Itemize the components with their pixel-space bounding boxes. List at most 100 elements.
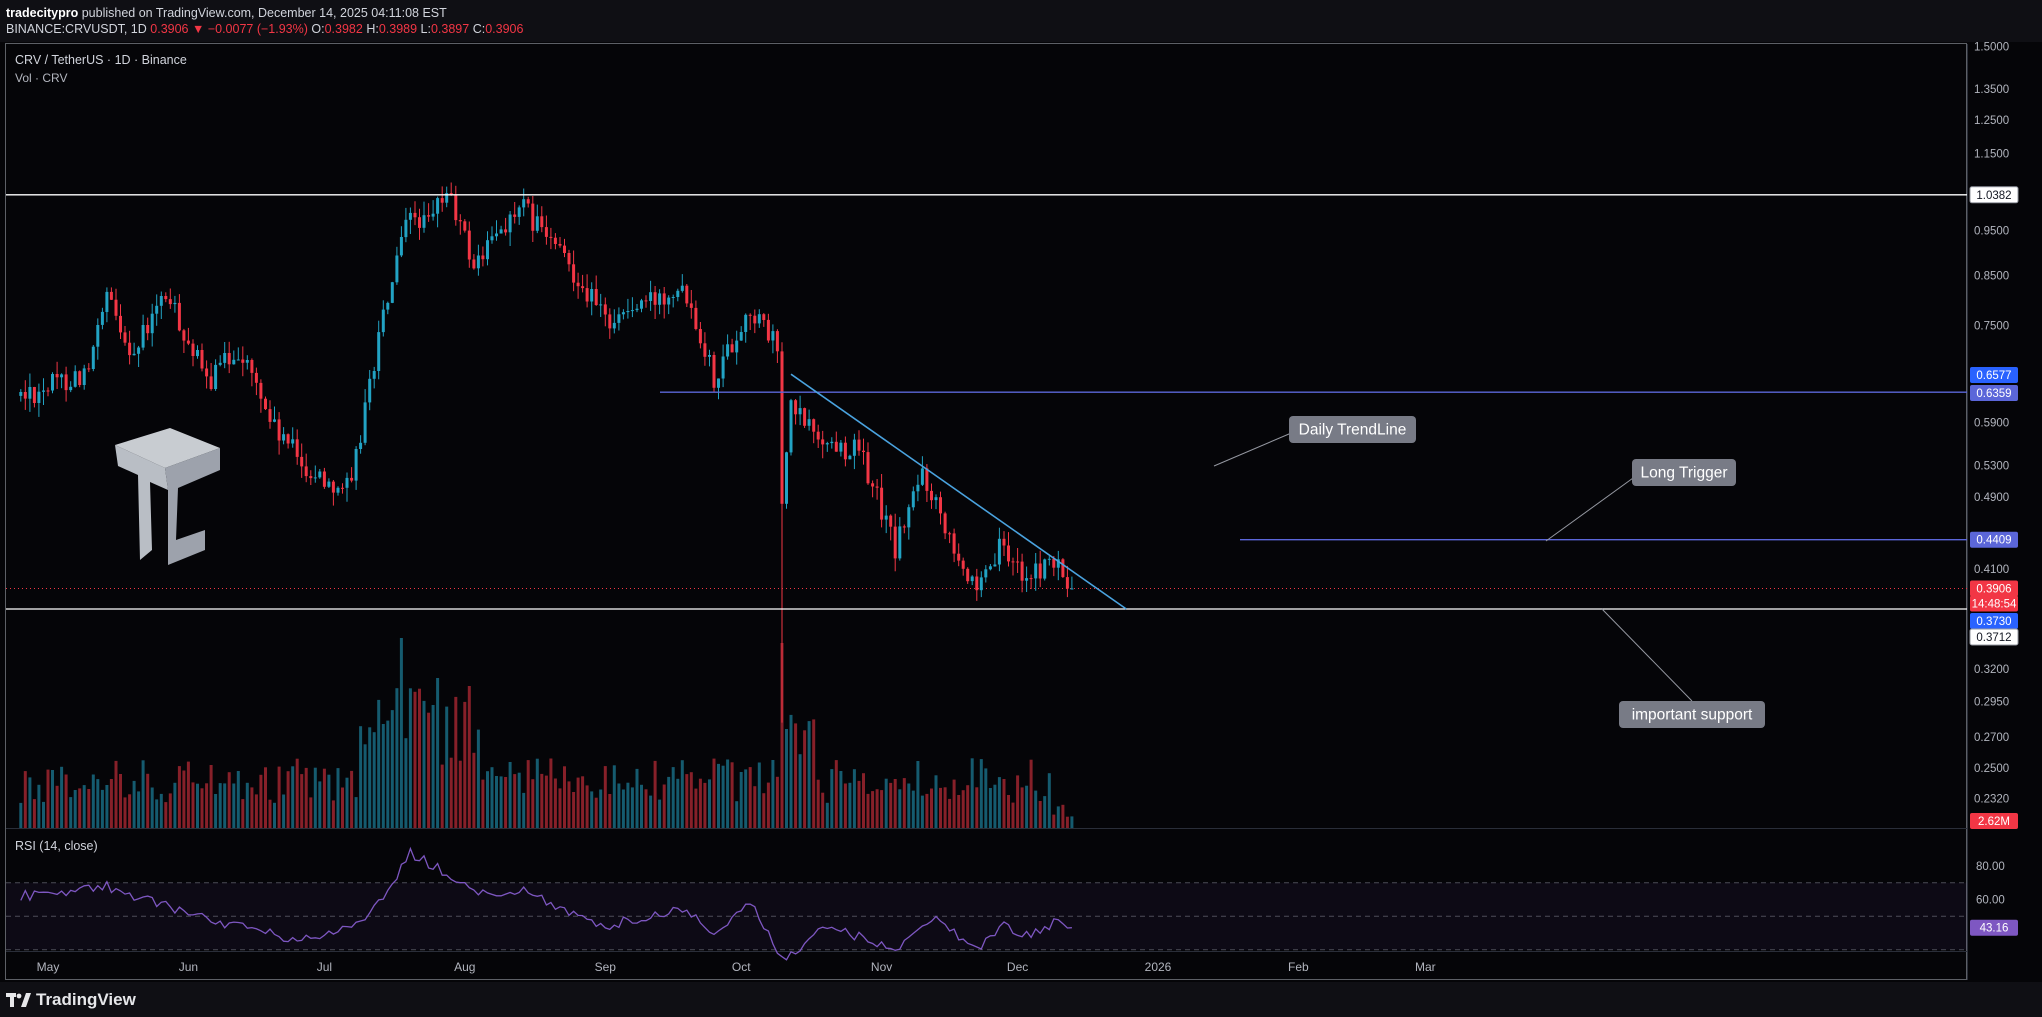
- candle[interactable]: [535, 204, 539, 234]
- candle[interactable]: [250, 358, 254, 387]
- candle[interactable]: [114, 288, 118, 321]
- candle[interactable]: [109, 287, 113, 300]
- candle[interactable]: [608, 308, 612, 339]
- candle[interactable]: [567, 249, 571, 272]
- candle[interactable]: [286, 433, 290, 449]
- candle[interactable]: [1016, 548, 1020, 573]
- candle[interactable]: [667, 295, 671, 315]
- candle[interactable]: [726, 334, 730, 360]
- candle[interactable]: [522, 188, 526, 217]
- candle[interactable]: [785, 451, 788, 509]
- candle[interactable]: [1056, 550, 1060, 581]
- candle[interactable]: [196, 345, 199, 359]
- annotation-daily-trendline[interactable]: Daily TrendLine: [1289, 416, 1416, 443]
- candle[interactable]: [680, 274, 684, 293]
- candle[interactable]: [513, 202, 517, 224]
- candle[interactable]: [739, 326, 743, 341]
- candle[interactable]: [862, 438, 865, 465]
- candle[interactable]: [572, 250, 576, 292]
- pair-legend[interactable]: CRV / TetherUS · 1D · Binance: [15, 53, 187, 67]
- candle[interactable]: [318, 469, 322, 479]
- candle[interactable]: [200, 343, 204, 372]
- candle[interactable]: [186, 327, 190, 346]
- candle[interactable]: [617, 307, 621, 331]
- candle[interactable]: [173, 295, 177, 313]
- candle[interactable]: [988, 564, 992, 571]
- candle[interactable]: [880, 474, 884, 528]
- candle[interactable]: [984, 565, 988, 583]
- candle[interactable]: [766, 313, 770, 343]
- candle[interactable]: [735, 330, 739, 365]
- tradingview-brand[interactable]: TradingView: [6, 990, 136, 1010]
- candle[interactable]: [907, 504, 911, 540]
- price-chart[interactable]: 1.5000 1.3500 1.2500 1.1500 0.9500 0.8500 0.75…: [0, 0, 2042, 982]
- rsi-pane[interactable]: [6, 846, 1967, 961]
- candle[interactable]: [300, 443, 304, 478]
- candle[interactable]: [798, 395, 802, 426]
- candle[interactable]: [830, 437, 834, 449]
- candle[interactable]: [418, 208, 421, 240]
- candle[interactable]: [73, 365, 77, 388]
- candle[interactable]: [91, 345, 95, 372]
- candle[interactable]: [259, 379, 263, 413]
- candle[interactable]: [789, 398, 793, 456]
- candle[interactable]: [304, 453, 308, 483]
- candle[interactable]: [689, 290, 693, 319]
- candle[interactable]: [708, 349, 711, 367]
- daily-trendline[interactable]: [790, 373, 1127, 610]
- candle[interactable]: [291, 427, 295, 448]
- candle[interactable]: [445, 186, 449, 208]
- candle[interactable]: [816, 424, 820, 448]
- candle[interactable]: [322, 467, 326, 489]
- candle[interactable]: [576, 272, 580, 299]
- candle[interactable]: [341, 483, 344, 494]
- candle[interactable]: [463, 219, 467, 233]
- candle[interactable]: [658, 289, 662, 315]
- candle[interactable]: [852, 433, 856, 470]
- candle[interactable]: [408, 207, 412, 235]
- candle[interactable]: [871, 480, 875, 498]
- candle[interactable]: [123, 326, 127, 346]
- candle[interactable]: [753, 309, 757, 334]
- candle[interactable]: [313, 465, 317, 483]
- candle[interactable]: [481, 246, 485, 267]
- candle[interactable]: [794, 399, 798, 425]
- candle[interactable]: [168, 288, 172, 309]
- candle[interactable]: [486, 231, 489, 266]
- candle[interactable]: [898, 517, 902, 561]
- candle[interactable]: [553, 233, 557, 250]
- candle[interactable]: [137, 345, 141, 367]
- candle[interactable]: [458, 214, 462, 235]
- candle[interactable]: [911, 486, 915, 511]
- candle[interactable]: [472, 254, 476, 270]
- candle[interactable]: [191, 339, 195, 367]
- candle[interactable]: [399, 226, 403, 258]
- candle[interactable]: [141, 314, 145, 351]
- candle[interactable]: [1025, 566, 1029, 593]
- candle[interactable]: [1047, 556, 1051, 566]
- candle[interactable]: [64, 366, 68, 402]
- candle[interactable]: [159, 291, 163, 320]
- candle[interactable]: [549, 227, 553, 250]
- candle[interactable]: [490, 226, 494, 244]
- rsi-line[interactable]: [20, 846, 1072, 961]
- candle[interactable]: [775, 329, 779, 363]
- candle[interactable]: [812, 418, 816, 444]
- candle[interactable]: [55, 361, 59, 389]
- candle[interactable]: [635, 304, 639, 313]
- candle[interactable]: [943, 511, 947, 540]
- candle[interactable]: [671, 294, 675, 308]
- candle[interactable]: [309, 470, 313, 485]
- candle[interactable]: [803, 407, 807, 428]
- candle[interactable]: [69, 381, 73, 393]
- candle[interactable]: [698, 322, 702, 349]
- candle[interactable]: [282, 427, 286, 445]
- candle[interactable]: [150, 303, 154, 347]
- candle[interactable]: [449, 182, 453, 196]
- candle[interactable]: [703, 332, 707, 366]
- candle[interactable]: [277, 412, 281, 455]
- candle[interactable]: [354, 446, 358, 490]
- candle[interactable]: [78, 370, 82, 388]
- candle[interactable]: [390, 281, 394, 304]
- candle[interactable]: [431, 200, 435, 221]
